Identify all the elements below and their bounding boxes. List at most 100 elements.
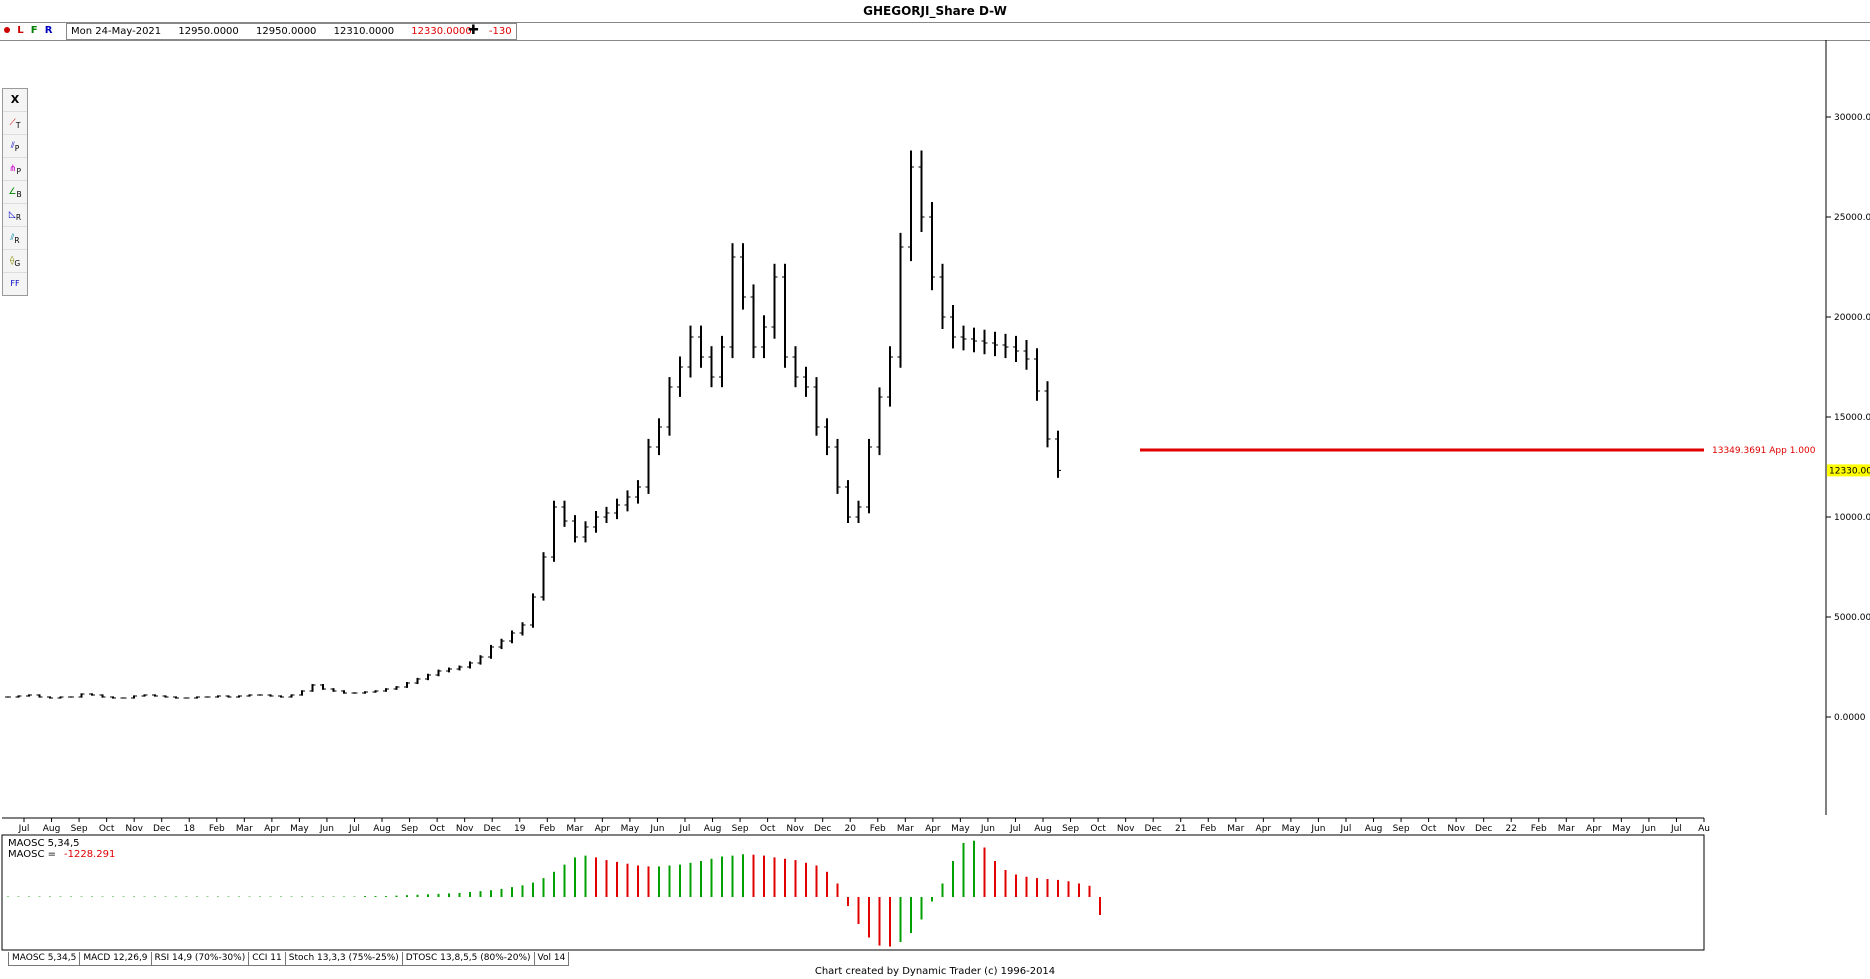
x-tick-label: Apr bbox=[1586, 824, 1602, 834]
change-readout: -130 bbox=[488, 26, 512, 37]
x-tick-label: Dec bbox=[814, 824, 831, 834]
x-tick-label: Feb bbox=[1200, 824, 1216, 834]
ohlc-readout: Mon 24-May-2021 12950.0000 12950.0000 12… bbox=[66, 23, 517, 40]
x-tick-label: Jul bbox=[679, 824, 691, 834]
x-tick-label: Aug bbox=[43, 824, 61, 834]
grid-tool-icon[interactable]: FF bbox=[10, 279, 20, 288]
x-tick-label: Jul bbox=[1670, 824, 1682, 834]
x-tick-label: Apr bbox=[595, 824, 611, 834]
drawing-toolbox: X ⟋T ⫽P ⋔P ∠B ◺R ⫽R ⟠G FF bbox=[2, 88, 28, 296]
y-tick-label: 25000.0000 bbox=[1834, 213, 1870, 223]
x-tick-label: Feb bbox=[1531, 824, 1547, 834]
x-tick-label: Nov bbox=[1447, 824, 1465, 834]
x-tick-label: Oct bbox=[760, 824, 776, 834]
x-tick-label: 21 bbox=[1175, 824, 1186, 834]
x-tick-label: Sep bbox=[732, 824, 749, 834]
x-tick-label: Apr bbox=[264, 824, 280, 834]
x-tick-label: Dec bbox=[153, 824, 170, 834]
x-tick-label: Jul bbox=[348, 824, 360, 834]
pitchfork-tool-icon[interactable]: ⋔P bbox=[3, 158, 27, 181]
price-axis: 30000.0000 25000.0000 20000.0000 15000.0000… bbox=[1826, 113, 1870, 723]
f-button[interactable]: F bbox=[30, 25, 38, 36]
close-readout: 12330.0000 bbox=[411, 26, 472, 37]
gann-tool-icon[interactable]: ⟠G bbox=[3, 250, 27, 273]
x-tick-label: Jun bbox=[1641, 824, 1656, 834]
toolbox-close-button[interactable]: X bbox=[3, 89, 27, 112]
x-tick-label: Jun bbox=[1310, 824, 1325, 834]
x-tick-label: Mar bbox=[1227, 824, 1244, 834]
x-tick-label: Aug bbox=[1365, 824, 1383, 834]
x-tick-label: Feb bbox=[209, 824, 225, 834]
info-bar: L F R Mon 24-May-2021 12950.0000 12950.0… bbox=[0, 22, 1870, 41]
x-tick-label: Au bbox=[1698, 824, 1710, 834]
current-price-label: 12330.0000 bbox=[1829, 466, 1870, 476]
x-tick-label: Jun bbox=[319, 824, 334, 834]
x-tick-label: 22 bbox=[1505, 824, 1516, 834]
x-tick-label: Nov bbox=[786, 824, 804, 834]
oscillator-value: -1228.291 bbox=[64, 849, 115, 860]
x-tick-label: Oct bbox=[429, 824, 445, 834]
x-tick-label: May bbox=[951, 824, 970, 834]
x-tick-label: Jul bbox=[1009, 824, 1021, 834]
bracket-tool-icon[interactable]: ∠B bbox=[3, 181, 27, 204]
oscillator-panel[interactable]: MAOSC 5,34,5 MAOSC = -1228.291 bbox=[1, 834, 1705, 951]
open-readout: 12950.0000 bbox=[178, 26, 239, 37]
y-tick-label: 10000.0000 bbox=[1834, 513, 1870, 523]
x-tick-label: 19 bbox=[514, 824, 526, 834]
x-tick-label: Oct bbox=[99, 824, 115, 834]
r-button[interactable]: R bbox=[44, 25, 53, 36]
x-tick-label: Mar bbox=[566, 824, 583, 834]
projection-label: 13349.3691 App 1.000 bbox=[1712, 446, 1816, 456]
x-tick-label: Jun bbox=[980, 824, 995, 834]
x-tick-label: Aug bbox=[704, 824, 722, 834]
crosshair-plus-icon[interactable]: ✚ bbox=[468, 23, 479, 38]
x-tick-label: Aug bbox=[1034, 824, 1052, 834]
oscillator-title: MAOSC 5,34,5 bbox=[8, 838, 79, 849]
retracement-tool-icon[interactable]: ◺R bbox=[3, 204, 27, 227]
color-dot-icon bbox=[4, 27, 10, 33]
x-tick-label: Apr bbox=[1256, 824, 1272, 834]
footer-credit: Chart created by Dynamic Trader (c) 1996… bbox=[814, 966, 1056, 977]
x-tick-label: Feb bbox=[870, 824, 886, 834]
time-axis: Jul Aug Sep Oct Nov Dec 18 Feb Mar Apr May Jun Jul Au… bbox=[2, 817, 1710, 834]
y-tick-label: 20000.0000 bbox=[1834, 313, 1870, 323]
x-tick-label: Sep bbox=[1062, 824, 1079, 834]
chart-area[interactable]: 30000.0000 25000.0000 20000.0000 15000.0000… bbox=[0, 40, 1870, 952]
oscillator-frame bbox=[1, 834, 1705, 951]
x-tick-label: Oct bbox=[1421, 824, 1437, 834]
y-tick-label: 15000.0000 bbox=[1834, 413, 1870, 423]
x-tick-label: Dec bbox=[1475, 824, 1492, 834]
x-tick-label: Nov bbox=[456, 824, 474, 834]
x-tick-label: Jul bbox=[18, 824, 30, 834]
x-tick-label: Dec bbox=[483, 824, 500, 834]
high-readout: 12950.0000 bbox=[255, 26, 317, 37]
x-tick-label: Sep bbox=[71, 824, 88, 834]
x-tick-label: Jul bbox=[1340, 824, 1352, 834]
x-tick-label: Jun bbox=[649, 824, 664, 834]
x-tick-label: Aug bbox=[373, 824, 391, 834]
parallel-tool-icon[interactable]: ⫽P bbox=[3, 135, 27, 158]
oscillator-bars bbox=[7, 840, 1101, 947]
y-tick-label: 5000.0000 bbox=[1834, 613, 1870, 623]
x-tick-label: Nov bbox=[125, 824, 143, 834]
x-tick-label: May bbox=[621, 824, 640, 834]
x-tick-label: Oct bbox=[1090, 824, 1106, 834]
range-tool-icon[interactable]: ⫽R bbox=[3, 227, 27, 250]
y-tick-label: 0.0000 bbox=[1834, 713, 1866, 723]
x-tick-label: Mar bbox=[1558, 824, 1575, 834]
date-readout: Mon 24-May-2021 bbox=[71, 26, 162, 37]
low-readout: 12310.0000 bbox=[333, 26, 395, 37]
trendline-tool-icon[interactable]: ⟋T bbox=[3, 112, 27, 135]
x-tick-label: May bbox=[1612, 824, 1631, 834]
price-bars bbox=[5, 150, 1061, 699]
x-tick-label: Dec bbox=[1144, 824, 1161, 834]
window-title: GHEGORJI_Share D-W bbox=[0, 0, 1870, 23]
x-tick-label: 18 bbox=[184, 824, 196, 834]
l-button[interactable]: L bbox=[17, 25, 24, 36]
x-tick-label: Feb bbox=[539, 824, 555, 834]
tab-vol[interactable]: Vol 14 bbox=[533, 952, 570, 966]
x-tick-label: 20 bbox=[845, 824, 857, 834]
x-tick-label: Sep bbox=[401, 824, 418, 834]
x-tick-label: Mar bbox=[236, 824, 253, 834]
price-panel[interactable]: 30000.0000 25000.0000 20000.0000 15000.0000… bbox=[5, 40, 1870, 815]
